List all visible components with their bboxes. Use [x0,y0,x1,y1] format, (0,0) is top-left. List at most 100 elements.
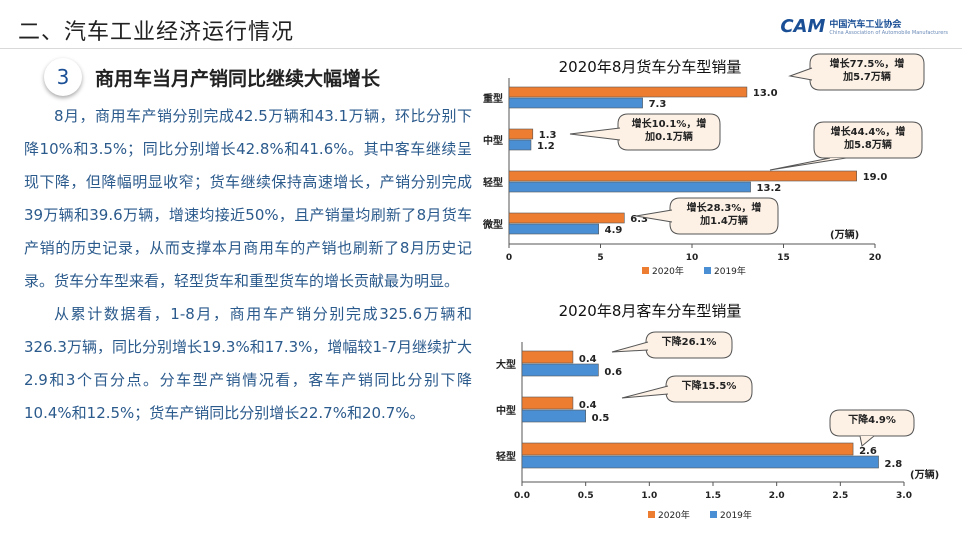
callout-text: 下降15.5% [682,379,737,392]
legend-swatch-2019 [704,267,711,274]
page-title: 二、汽车工业经济运行情况 [18,20,295,45]
callout-text: 加0.1万辆 [644,130,693,143]
category-label: 中型 [483,134,503,147]
callout-box [669,197,779,235]
paragraph-cumulative: 从累计数据看，1-8月，商用车产销分别完成325.6万辆和326.3万辆，同比分… [24,305,472,422]
category-label: 轻型 [483,176,503,189]
unit-label: (万辆) [830,228,859,241]
callout-text: 加5.8万辆 [843,138,892,151]
x-tick-label: 0.5 [578,491,594,501]
annotation-callout: 增长77.5%，增加5.7万辆 [788,53,925,91]
callout-box [813,121,923,159]
x-tick-label: 1.5 [705,491,721,501]
callout-box [809,53,925,91]
bar-data-label: 13.0 [753,88,778,99]
bus-sales-chart: 2020年8月客车分车型销量 0.0 0.5 1.0 1.5 2.0 2.5 3.0 0.4 0.… [496,302,939,521]
bar-data-label: 6.3 [630,214,648,225]
x-tick-label: 0.0 [514,491,530,501]
callout-text: 加1.4万辆 [699,214,748,227]
callout-box [665,375,753,403]
annotation-callout: 增长28.3%，增加1.4万辆 [635,197,779,235]
x-tick-label: 3.0 [896,491,912,501]
callout-text: 下降4.9% [848,413,896,426]
category-label: 微型 [482,218,503,231]
callout-pointer [635,209,673,223]
bar-2020 [521,442,854,456]
annotation-callout: 下降26.1% [611,331,733,359]
header-divider [0,48,962,49]
category-label: 中型 [496,404,516,417]
bar-2020 [521,350,574,364]
category-label: 重型 [483,92,503,105]
x-tick-label: 1.0 [641,491,657,501]
x-tick-label: 10 [686,253,699,263]
bar-2020 [508,86,748,98]
legend: 2020年 2019年 [642,265,746,277]
callout-text: 增长44.4%，增 [831,125,906,138]
bar-data-label: 2.6 [859,446,877,457]
bar-data-label: 1.3 [539,130,557,141]
callout-box [829,409,915,437]
legend-label-2019: 2019年 [720,509,752,521]
bar-data-label: 0.4 [579,400,597,411]
bar-2019 [508,139,532,151]
legend-label-2020: 2020年 [652,265,684,277]
bar-2019 [508,223,599,235]
legend-swatch-2020 [648,511,655,518]
bar-2020 [508,128,534,140]
x-tick-label: 15 [777,253,790,263]
bar-data-label: 4.9 [605,225,623,236]
callout-box [645,331,733,359]
category-label: 大型 [496,358,516,371]
legend-swatch-2020 [642,267,649,274]
callout-pointer [769,157,847,171]
bar-data-label: 1.2 [537,141,555,152]
callout-pointer [611,341,649,353]
legend-swatch-2019 [710,511,717,518]
callout-text: 增长77.5%，增 [830,57,905,70]
bar-2020 [508,212,625,224]
body-text: 8月，商用车产销分别完成42.5万辆和43.1万辆，环比分别下降10%和3.5%… [24,100,472,430]
callout-pointer [621,385,669,399]
category-label: 轻型 [496,450,516,463]
bar-2019 [521,455,879,469]
bar-2019 [521,409,586,423]
callout-text: 增长28.3%，增 [687,201,762,214]
bar-2019 [508,97,643,109]
callout-text: 增长10.1%，增 [632,117,707,130]
x-tick-label: 20 [869,253,882,263]
legend-label-2020: 2020年 [658,509,690,521]
bar-data-label: 0.4 [579,354,597,365]
callout-pointer [569,127,621,141]
bar-data-label: 13.2 [757,183,782,194]
callout-text: 下降26.1% [662,335,717,348]
callout-text: 加5.7万辆 [842,70,891,83]
annotation-callout: 增长10.1%，增加0.1万辆 [569,113,721,151]
x-tick-label: 5 [597,253,603,263]
bar-2019 [521,363,599,377]
bar-data-label: 19.0 [863,172,888,183]
truck-sales-chart: 2020年8月货车分车型销量 0 5 10 15 20 13.0 7.3 重型 1.31.2 中型 1… [482,53,925,277]
x-tick-label: 0 [506,253,512,263]
annotation-callout: 下降4.9% [829,409,915,447]
legend-label-2019: 2019年 [714,265,746,277]
x-tick-label: 2.5 [832,491,848,501]
logo: CAM 中国汽车工业协会 China Association of Automo… [780,16,948,37]
chart-title: 2020年8月客车分车型销量 [559,302,742,320]
section-number-badge: 3 [44,58,82,96]
bar-data-label: 0.6 [604,367,622,378]
bar-2019 [508,181,751,193]
chart-title: 2020年8月货车分车型销量 [559,58,742,76]
bar-2020 [508,170,858,182]
logo-text: 中国汽车工业协会 [829,20,902,30]
cam-logo-icon: CAM [780,16,826,37]
annotation-callout: 增长44.4%，增加5.8万辆 [769,121,923,171]
x-tick-label: 2.0 [769,491,785,501]
bar-data-label: 0.5 [592,413,610,424]
callout-pointer [788,67,813,81]
unit-label: (万辆) [910,468,939,481]
callout-box [617,113,721,151]
bar-data-label: 7.3 [649,99,667,110]
callout-pointer [859,435,875,447]
section-title: 商用车当月产销同比继续大幅增长 [95,68,381,90]
